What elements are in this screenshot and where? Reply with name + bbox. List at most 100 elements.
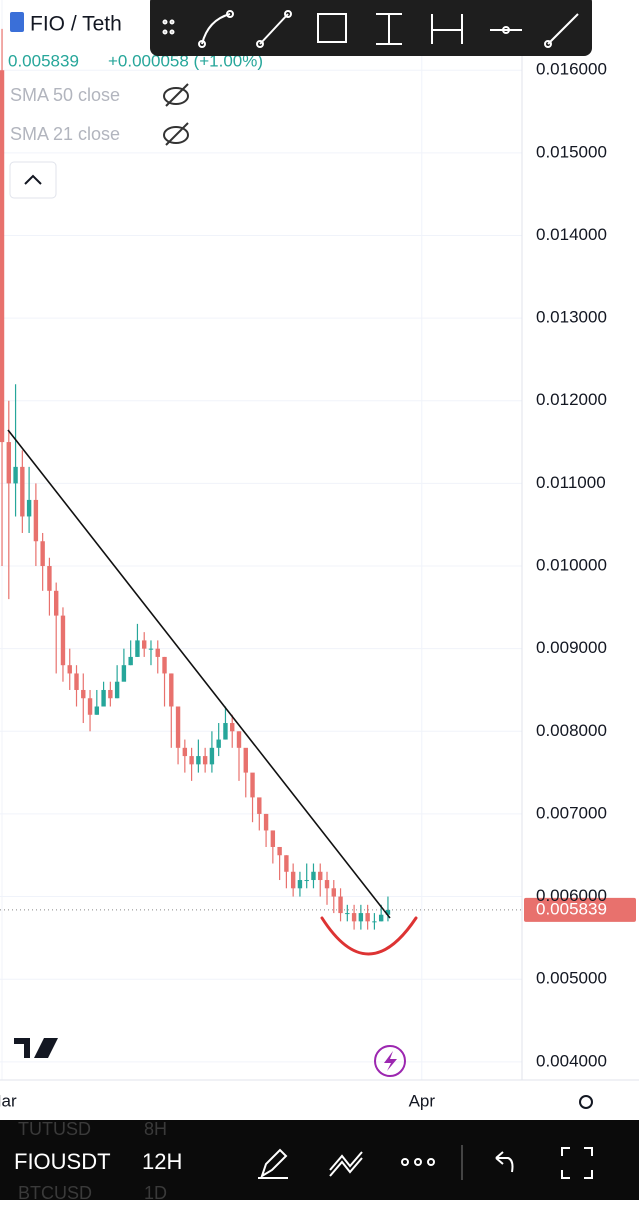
drawn-arc [320,916,418,956]
ghost-symbol: BTCUSD [18,1183,92,1200]
drawing-toolbar [150,0,592,56]
bottom-bar [0,1120,639,1200]
candles [0,28,391,930]
settings-button[interactable] [579,1095,593,1109]
candle-body [385,909,391,915]
candle-body [209,747,215,765]
candle-body [202,756,208,765]
candle-body [277,846,282,856]
candle-body [338,896,343,914]
candle-body [196,756,201,765]
lightning-button[interactable] [374,1045,406,1077]
candle-body [0,70,5,443]
x-tick-label: Mar [0,1091,17,1110]
toolbar-icons[interactable] [162,10,579,48]
candle-body [304,880,309,882]
trend-line [7,429,391,919]
candle-body [311,871,316,881]
candle-body [284,855,289,872]
y-tick-label: 0.008000 [536,721,607,740]
candle-body [81,689,86,699]
candle-body [372,921,377,923]
candle-body [6,442,12,484]
hide-icons[interactable] [163,83,189,146]
candle-body [331,888,336,897]
candle-body [94,706,100,715]
lightning-icon [384,1051,397,1071]
candle-body [108,689,113,699]
last-price-box [524,897,636,922]
indicator-label[interactable]: SMA 50 close [10,85,120,105]
candle-body [263,813,269,831]
y-tick-label: 0.009000 [536,638,607,657]
candle-body [87,698,93,715]
y-tick-label: 0.006000 [536,886,607,905]
candle-body [74,673,79,690]
ghost-symbol: TUTUSD [18,1119,91,1139]
candle-body [250,772,255,798]
candle-body [40,541,45,567]
candle-body [121,665,127,682]
candle-body [155,648,160,657]
candle-body [318,871,323,881]
candle-body [378,914,384,922]
candle-body [13,466,18,484]
bottom-icons[interactable] [258,1145,593,1180]
candle-body [67,665,72,674]
candle-body [324,880,330,889]
ghost-interval: 8H [144,1119,167,1139]
symbol-icon [10,12,24,32]
candle-body [162,656,167,674]
candle-body [26,499,32,517]
candle-body [148,648,154,650]
symbol-button[interactable]: FIOUSDT [14,1149,111,1174]
candle-body [128,656,133,666]
y-tick-label: 0.010000 [536,556,607,575]
y-tick-label: 0.012000 [536,390,607,409]
candle-body [182,747,188,757]
collapse-icon [24,174,42,185]
candle-body [216,739,221,748]
x-tick-label: Apr [409,1091,436,1110]
collapse-button[interactable] [9,161,57,199]
overlay: 0.005839 [0,897,636,922]
candle-body [243,747,248,773]
candle-body [297,880,303,889]
candle-body [365,913,370,922]
last-price: 0.005839 [8,51,79,70]
candle-body [175,706,181,748]
candle-body [53,590,59,616]
candle-body [236,731,242,748]
candle-body [230,723,235,732]
indicator-label[interactable]: SMA 21 close [10,124,120,144]
candle-body [189,756,194,765]
y-tick-label: 0.005000 [536,969,607,988]
interval-button[interactable]: 12H [142,1149,182,1174]
y-tick-label: 0.011000 [536,473,606,492]
ghost-interval: 1D [144,1183,167,1200]
price-change: +0.000058 (+1.00%) [108,51,263,70]
candle-body [114,681,120,699]
y-tick-label: 0.016000 [536,60,607,79]
y-tick-label: 0.013000 [536,308,607,327]
candle-body [142,640,147,649]
candle-body [351,913,357,922]
y-tick-label: 0.007000 [536,803,607,822]
candle-body [270,830,276,847]
candle-body [101,689,106,707]
candle-body [290,871,296,889]
candle-body [47,566,52,591]
tv-logo [14,1038,58,1058]
y-tick-label: 0.015000 [536,142,607,161]
candle-body [60,615,66,666]
candle-body [20,466,25,517]
candle-body [345,913,350,915]
symbol-title[interactable]: FIO / Teth [30,13,122,36]
candle-body [33,499,39,542]
last-price-label: 0.005839 [536,899,607,918]
candle-body [135,640,140,657]
candle-body [169,673,174,707]
candle-body [223,723,228,740]
y-tick-label: 0.014000 [536,225,607,244]
